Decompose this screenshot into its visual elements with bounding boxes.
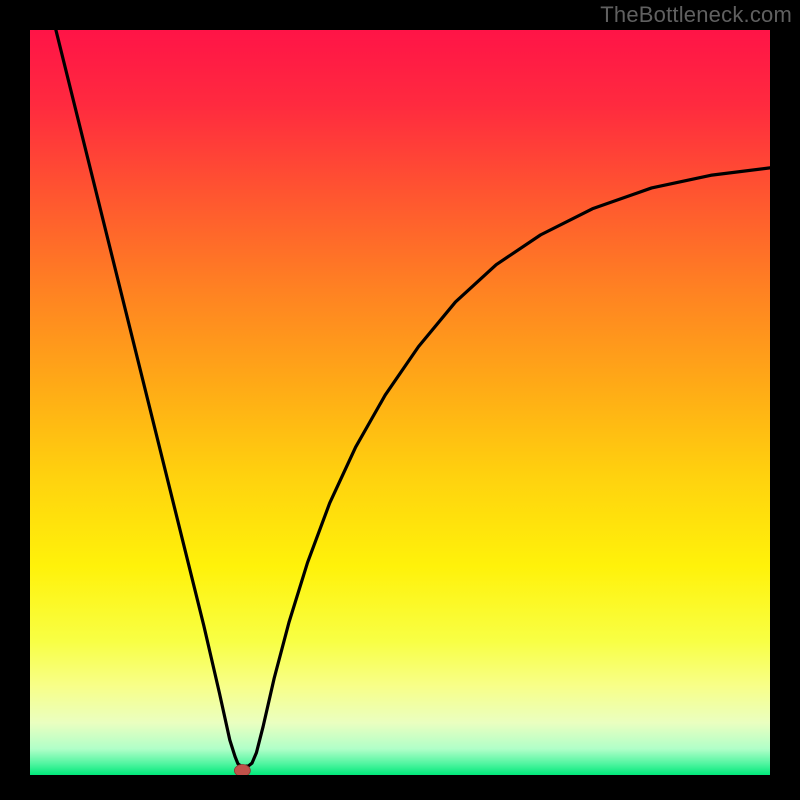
plot-area [30,30,770,777]
watermark-label: TheBottleneck.com [600,2,792,28]
gradient-background [30,30,770,775]
chart-svg [0,0,800,800]
chart-container: TheBottleneck.com [0,0,800,800]
minimum-marker [234,765,250,777]
